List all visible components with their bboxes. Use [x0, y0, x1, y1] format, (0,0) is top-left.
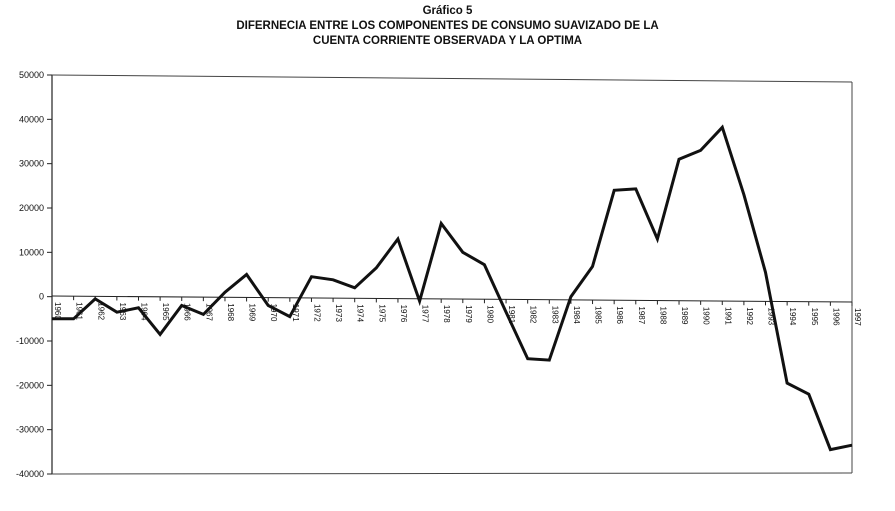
x-tick-label: 1969: [248, 303, 257, 321]
x-tick-label: 1967: [204, 303, 213, 321]
x-tick-label: 1989: [680, 307, 689, 325]
x-tick-label: 1987: [637, 306, 646, 324]
x-tick-group: 1960 1961 1962 1963 1964 1965 1966 1967 1968 1969…: [51, 296, 862, 326]
difference-line: [52, 124, 853, 452]
y-tick-label: 0: [39, 292, 44, 302]
y-tick-group: 50000 40000 30000 20000 10000 0 -10000 -20000 -3…: [16, 70, 52, 479]
y-tick-label: -40000: [16, 469, 44, 479]
x-tick-label: 1961: [75, 302, 84, 320]
x-tick-label: 1992: [745, 307, 754, 325]
x-tick-label: 1982: [529, 306, 538, 324]
y-tick-label: 40000: [19, 114, 44, 124]
x-tick-label: 1986: [615, 306, 624, 324]
plot-top-border: [51, 74, 853, 83]
x-tick-label: 1974: [356, 304, 365, 322]
chart-title: Gráfico 5: [422, 5, 473, 17]
x-tick-label: 1960: [53, 302, 62, 320]
x-tick-label: 1977: [421, 305, 430, 323]
x-tick-label: 1993: [767, 307, 776, 325]
x-tick-label: 1971: [291, 304, 300, 322]
y-tick-label: -20000: [16, 380, 44, 390]
x-tick-label: 1985: [594, 306, 603, 324]
x-tick-label: 1976: [399, 305, 408, 323]
x-tick-label: 1965: [161, 303, 170, 321]
x-tick-label: 1978: [442, 305, 451, 323]
y-tick-label: 30000: [19, 159, 44, 169]
x-tick-label: 1991: [723, 307, 732, 325]
x-tick-label: 1972: [312, 304, 321, 322]
x-tick-label: 1997: [853, 308, 862, 326]
x-axis-zero-line: [51, 295, 853, 303]
x-tick-label: 1964: [139, 303, 148, 321]
x-tick-label: 1996: [831, 308, 840, 326]
y-tick-label: 20000: [19, 203, 44, 213]
x-tick-label: 1973: [334, 304, 343, 322]
x-tick-label: 1975: [377, 304, 386, 322]
chart-subtitle-line-1: DIFERNECIA ENTRE LOS COMPONENTES DE CONS…: [236, 20, 659, 32]
chart-title-block: Gráfico 5 DIFERNECIA ENTRE LOS COMPONENT…: [0, 4, 895, 49]
y-tick-label: 10000: [19, 247, 44, 257]
x-tick-label: 1988: [658, 307, 667, 325]
x-tick-label: 1970: [269, 304, 278, 322]
chart-subtitle-line-2: CUENTA CORRIENTE OBSERVADA Y LA OPTIMA: [312, 35, 583, 47]
x-tick-label: 1979: [464, 305, 473, 323]
x-tick-label: 1994: [788, 308, 797, 326]
x-tick-label: 1983: [550, 306, 559, 324]
x-tick-label: 1966: [183, 303, 192, 321]
y-tick-label: 50000: [19, 70, 44, 80]
x-tick-label: 1968: [226, 303, 235, 321]
y-tick-label: -30000: [16, 425, 44, 435]
x-tick-label: 1984: [572, 306, 581, 324]
plot-bottom-border: [51, 472, 853, 475]
x-tick-label: 1962: [96, 302, 105, 320]
x-tick-label: 1981: [507, 305, 516, 323]
x-tick-label: 1980: [485, 305, 494, 323]
x-tick-label: 1995: [810, 308, 819, 326]
y-tick-label: -10000: [16, 336, 44, 346]
x-tick-label: 1990: [702, 307, 711, 325]
